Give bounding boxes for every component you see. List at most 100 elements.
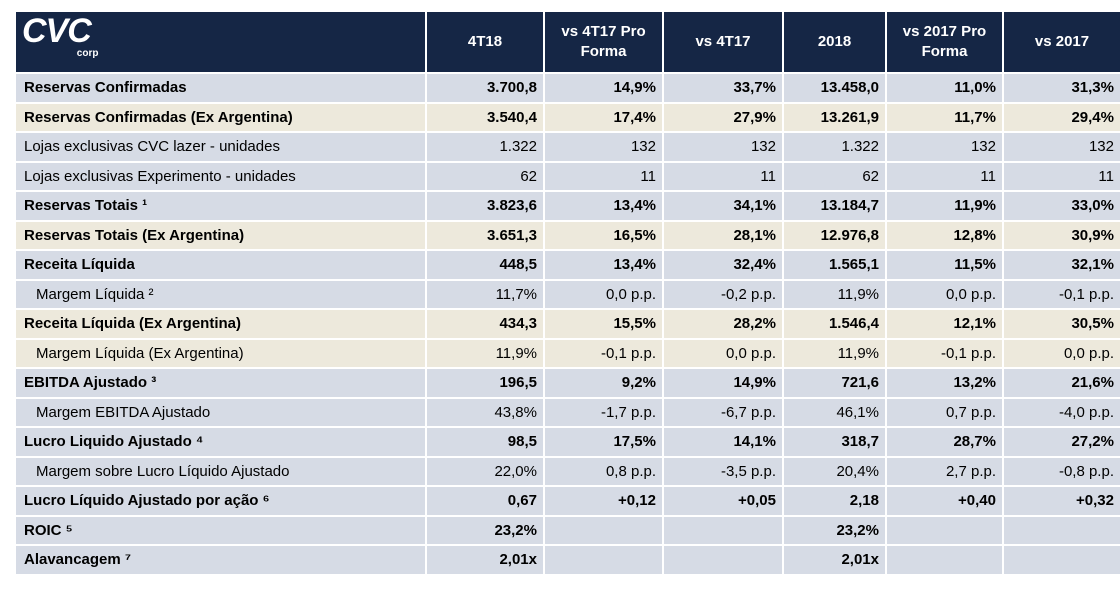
table-cell: 11,5% xyxy=(885,249,1004,281)
table-cell xyxy=(885,514,1004,546)
table-cell: 11,9% xyxy=(782,337,887,369)
table-cell: 132 xyxy=(662,131,784,163)
table-cell: 13,2% xyxy=(885,367,1004,399)
table-cell xyxy=(662,544,784,576)
logo-name: CVC xyxy=(22,11,92,50)
table-cell: 46,1% xyxy=(782,396,887,428)
table-cell: 3.651,3 xyxy=(425,219,545,251)
table-cell: -0,1 p.p. xyxy=(885,337,1004,369)
table-row: Alavancagem ⁷ 2,01x 2,01x xyxy=(14,544,1120,576)
table-cell xyxy=(1002,544,1120,576)
row-label: Reservas Confirmadas (Ex Argentina) xyxy=(14,101,427,133)
table-cell: 30,9% xyxy=(1002,219,1120,251)
table-cell: 132 xyxy=(543,131,664,163)
table-cell: 14,1% xyxy=(662,426,784,458)
table-cell: 196,5 xyxy=(425,367,545,399)
table-cell: 11,0% xyxy=(885,72,1004,104)
row-label: Lucro Liquido Ajustado ⁴ xyxy=(14,426,427,458)
table-cell xyxy=(662,514,784,546)
table-cell: 13.184,7 xyxy=(782,190,887,222)
row-label: Lucro Líquido Ajustado por ação ⁶ xyxy=(14,485,427,517)
header-row: CVCcorp 4T18 vs 4T17 Pro Forma vs 4T17 2018… xyxy=(14,11,1120,74)
column-header: vs 2017 xyxy=(1002,12,1120,74)
table-cell: 0,8 p.p. xyxy=(543,455,664,487)
table-cell: -0,1 p.p. xyxy=(1002,278,1120,310)
column-header: vs 4T17 Pro Forma xyxy=(543,12,664,74)
table-cell: 3.540,4 xyxy=(425,101,545,133)
table-cell: 0,67 xyxy=(425,485,545,517)
row-label: Reservas Totais ¹ xyxy=(14,190,427,222)
table-cell: 11,9% xyxy=(885,190,1004,222)
table-cell: -0,8 p.p. xyxy=(1002,455,1120,487)
table-cell: 11 xyxy=(1002,160,1120,192)
table-cell: -0,2 p.p. xyxy=(662,278,784,310)
table-cell: 2,7 p.p. xyxy=(885,455,1004,487)
table-cell: 0,0 p.p. xyxy=(662,337,784,369)
table-row: Margem Líquida ² 11,7% 0,0 p.p. -0,2 p.p. 11… xyxy=(14,278,1120,310)
table-cell: 28,7% xyxy=(885,426,1004,458)
table-cell: 12.976,8 xyxy=(782,219,887,251)
table-cell: 11 xyxy=(662,160,784,192)
table-row: Lojas exclusivas CVC lazer - unidades 1.3… xyxy=(14,131,1120,163)
table-cell: 12,1% xyxy=(885,308,1004,340)
table-cell: 12,8% xyxy=(885,219,1004,251)
table-row: Margem EBITDA Ajustado 43,8% -1,7 p.p. -6,7… xyxy=(14,396,1120,428)
table-row: Receita Líquida (Ex Argentina) 434,3 15,5%… xyxy=(14,308,1120,340)
table-cell: 33,7% xyxy=(662,72,784,104)
table-cell: 1.322 xyxy=(782,131,887,163)
table-cell: 28,2% xyxy=(662,308,784,340)
table-cell xyxy=(543,514,664,546)
table-cell: 20,4% xyxy=(782,455,887,487)
table-cell: 11 xyxy=(543,160,664,192)
logo: CVCcorp xyxy=(14,11,427,74)
column-header: 2018 xyxy=(782,12,887,74)
table-cell: 1.546,4 xyxy=(782,308,887,340)
row-label: EBITDA Ajustado ³ xyxy=(14,367,427,399)
table-cell: +0,40 xyxy=(885,485,1004,517)
table-cell: 721,6 xyxy=(782,367,887,399)
row-label: Alavancagem ⁷ xyxy=(14,544,427,576)
row-label: Lojas exclusivas CVC lazer - unidades xyxy=(14,131,427,163)
table-row: ROIC ⁵ 23,2% 23,2% xyxy=(14,514,1120,546)
table-cell: 9,2% xyxy=(543,367,664,399)
column-header: vs 2017 Pro Forma xyxy=(885,12,1004,74)
table-cell: 22,0% xyxy=(425,455,545,487)
table-cell: +0,05 xyxy=(662,485,784,517)
table-cell: 17,4% xyxy=(543,101,664,133)
table-cell: -1,7 p.p. xyxy=(543,396,664,428)
table-row: Reservas Confirmadas 3.700,8 14,9% 33,7% 13.… xyxy=(14,72,1120,104)
table-row: Margem sobre Lucro Líquido Ajustado 22,0%… xyxy=(14,455,1120,487)
table-cell: 11 xyxy=(885,160,1004,192)
table-cell: 43,8% xyxy=(425,396,545,428)
row-label: Margem sobre Lucro Líquido Ajustado xyxy=(14,455,427,487)
table-cell: 1.322 xyxy=(425,131,545,163)
row-label: Lojas exclusivas Experimento - unidades xyxy=(14,160,427,192)
row-label: Margem Líquida ² xyxy=(14,278,427,310)
table-cell: 32,1% xyxy=(1002,249,1120,281)
row-label: Receita Líquida (Ex Argentina) xyxy=(14,308,427,340)
table-cell: 32,4% xyxy=(662,249,784,281)
table-cell: -4,0 p.p. xyxy=(1002,396,1120,428)
table-cell: 29,4% xyxy=(1002,101,1120,133)
table-cell: 33,0% xyxy=(1002,190,1120,222)
table-cell: +0,32 xyxy=(1002,485,1120,517)
table-cell: 62 xyxy=(425,160,545,192)
table-cell: 11,9% xyxy=(782,278,887,310)
row-label: ROIC ⁵ xyxy=(14,514,427,546)
table-cell xyxy=(885,544,1004,576)
row-label: Margem EBITDA Ajustado xyxy=(14,396,427,428)
table-cell: 21,6% xyxy=(1002,367,1120,399)
table-cell: -0,1 p.p. xyxy=(543,337,664,369)
table-cell: 2,01x xyxy=(782,544,887,576)
table-cell: 434,3 xyxy=(425,308,545,340)
table-cell: 17,5% xyxy=(543,426,664,458)
row-label: Receita Líquida xyxy=(14,249,427,281)
logo-sub: corp xyxy=(76,47,99,59)
table-row: Lucro Liquido Ajustado ⁴ 98,5 17,5% 14,1% 31… xyxy=(14,426,1120,458)
row-label: Margem Líquida (Ex Argentina) xyxy=(14,337,427,369)
table-wrap: CVCcorp 4T18 vs 4T17 Pro Forma vs 4T17 2018… xyxy=(14,12,1120,576)
table-cell: +0,12 xyxy=(543,485,664,517)
table-row: EBITDA Ajustado ³ 196,5 9,2% 14,9% 721,6 13,2… xyxy=(14,367,1120,399)
table-cell: 34,1% xyxy=(662,190,784,222)
